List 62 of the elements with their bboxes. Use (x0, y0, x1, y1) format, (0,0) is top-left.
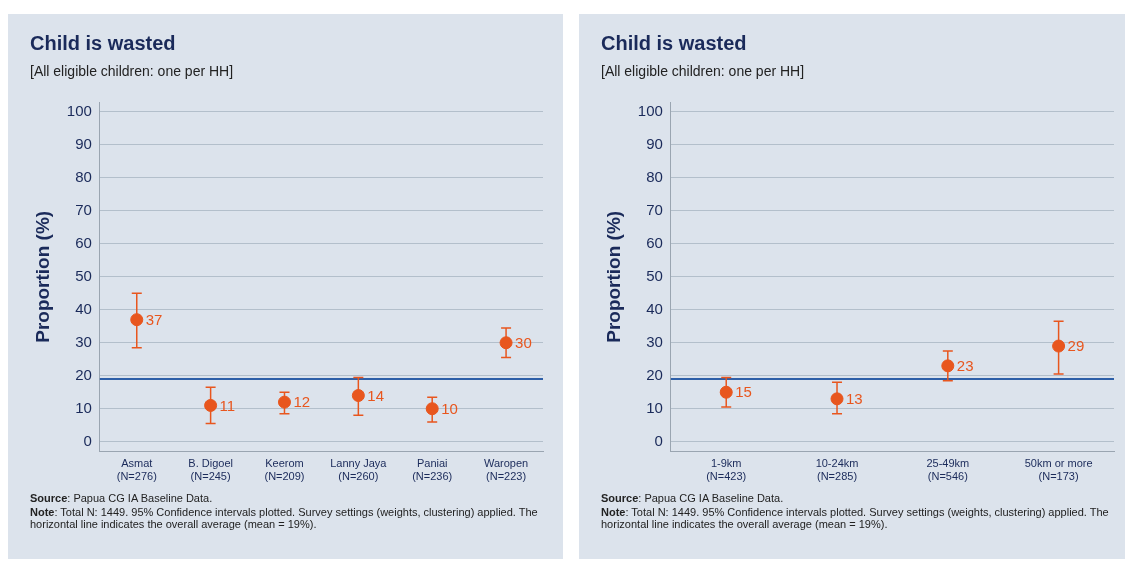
chart-subtitle: [All eligible children: one per HH] (601, 63, 806, 79)
point (425, 402, 439, 416)
y-tick-label: 20 (646, 365, 663, 383)
y-tick-label: 10 (646, 398, 663, 416)
chart-title: Child is wasted (30, 32, 177, 55)
data-label: 23 (956, 356, 974, 374)
y-tick-label: 70 (75, 200, 92, 218)
x-tick-label: Paniai (N=236) (412, 457, 453, 483)
data-label: 12 (293, 393, 311, 411)
y-tick-label: 20 (75, 365, 92, 383)
data-label: 10 (441, 399, 458, 417)
point (719, 385, 733, 399)
data-label: 37 (145, 310, 163, 328)
y-tick-label: 70 (646, 200, 663, 218)
x-tick-label: 1-9km (N=423) (706, 457, 747, 483)
x-tick-label: Keerom (N=209) (264, 457, 305, 483)
text: Note: Total N: 1449. 95% Confidence intervals plotted. Survey settings (weights, clustering) applied. The horizontal line indicates the overall average (mean = 19%). (601, 506, 1110, 530)
point (351, 389, 365, 403)
x-tick-label: Asmat (N=276) (116, 457, 157, 483)
x-tick-label: Lanny Jaya (N=260) (330, 457, 388, 483)
y-tick-label: 30 (75, 332, 92, 350)
y-tick-label: 90 (75, 135, 92, 153)
y-axis-title: Proportion (%) (602, 210, 624, 343)
text: Note: Total N: 1449. 95% Confidence intervals plotted. Survey settings (weights, clustering) applied. The horizontal line indicates the overall average (mean = 19%). (30, 506, 539, 530)
source-note: Source: Papua CG IA Baseline Data. (601, 492, 785, 504)
y-tick-label: 30 (646, 332, 663, 350)
y-tick-label: 100 (637, 102, 663, 120)
x-tick-label: 10-24km (N=285) (815, 457, 859, 483)
data-label: 29 (1067, 337, 1085, 355)
y-tick-label: 60 (646, 233, 663, 251)
data-label: 30 (515, 333, 532, 351)
point (130, 313, 144, 327)
y-tick-label: 90 (646, 135, 663, 153)
point (941, 359, 955, 373)
chart-title: Child is wasted (601, 32, 748, 55)
y-tick-label: 10 (75, 398, 92, 416)
data-label: 14 (367, 386, 385, 404)
point (204, 398, 218, 412)
y-tick-label: 80 (75, 168, 92, 185)
y-tick-label: 40 (75, 299, 92, 317)
y-tick-label: 80 (646, 168, 663, 185)
point (1052, 339, 1066, 353)
point (277, 395, 291, 409)
y-tick-label: 50 (646, 266, 663, 284)
x-tick-label: B. Digoel (N=245) (188, 457, 233, 483)
x-tick-label: 25-49km (N=546) (926, 457, 970, 483)
y-tick-label: 0 (83, 431, 92, 449)
point (499, 336, 513, 350)
x-tick-label: 50km or more (N=173) (1024, 457, 1093, 483)
chart-subtitle: [All eligible children: one per HH] (30, 63, 235, 79)
source-note: Source: Papua CG IA Baseline Data. (30, 492, 214, 504)
y-tick-label: 40 (646, 299, 663, 317)
data-label: 13 (846, 389, 863, 407)
y-tick-label: 60 (75, 233, 92, 251)
y-axis-title: Proportion (%) (31, 210, 53, 343)
x-tick-label: Waropen (N=223) (483, 457, 529, 483)
y-tick-label: 100 (66, 102, 92, 120)
point (830, 392, 844, 406)
data-label: 11 (219, 396, 236, 414)
data-label: 15 (735, 383, 752, 401)
y-tick-label: 0 (654, 431, 663, 449)
y-tick-label: 50 (75, 266, 92, 284)
